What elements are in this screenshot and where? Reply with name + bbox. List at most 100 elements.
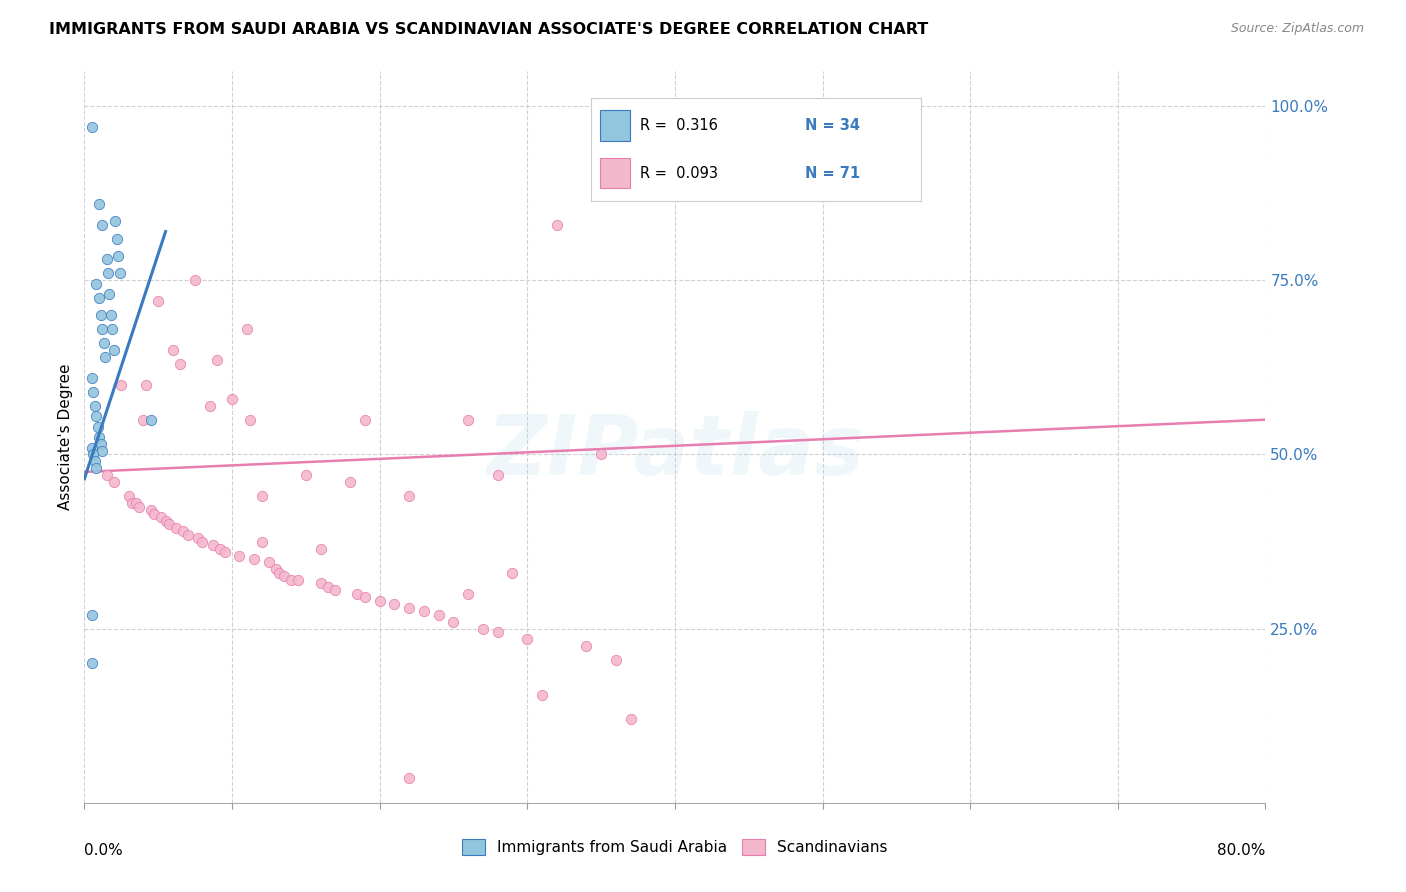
Point <box>280 573 302 587</box>
FancyBboxPatch shape <box>600 111 630 141</box>
Point <box>384 597 406 611</box>
Point <box>82 448 104 462</box>
Point <box>457 412 479 426</box>
Point <box>354 591 377 605</box>
Text: N = 34: N = 34 <box>806 119 860 133</box>
Point <box>104 214 127 228</box>
Point <box>142 507 165 521</box>
Point <box>413 604 436 618</box>
Point <box>91 218 114 232</box>
Point <box>87 196 111 211</box>
Point <box>93 336 115 351</box>
Point <box>201 538 224 552</box>
Point <box>169 357 191 371</box>
Point <box>155 514 177 528</box>
Point <box>243 552 266 566</box>
Text: 0.0%: 0.0% <box>84 843 124 858</box>
Point <box>103 475 125 490</box>
Point <box>91 444 114 458</box>
Point <box>84 461 107 475</box>
Point <box>486 625 509 640</box>
Point <box>80 120 103 134</box>
Point <box>177 527 200 541</box>
Point <box>221 392 243 406</box>
Point <box>172 524 194 538</box>
Point <box>198 399 221 413</box>
Point <box>207 353 229 368</box>
Point <box>94 350 117 364</box>
Point <box>472 622 495 636</box>
Point <box>250 489 273 503</box>
Point <box>82 384 104 399</box>
Point <box>148 294 170 309</box>
Point <box>486 468 509 483</box>
Point <box>546 218 568 232</box>
Text: Source: ZipAtlas.com: Source: ZipAtlas.com <box>1230 22 1364 36</box>
Point <box>90 308 112 322</box>
Text: ZIPatlas: ZIPatlas <box>486 411 863 492</box>
Point <box>90 437 112 451</box>
Y-axis label: Associate's Degree: Associate's Degree <box>58 364 73 510</box>
Point <box>80 441 103 455</box>
Point <box>139 503 162 517</box>
Point <box>398 772 420 786</box>
Point <box>139 412 162 426</box>
Point <box>121 496 143 510</box>
Point <box>354 412 377 426</box>
Point <box>239 412 262 426</box>
Point <box>295 468 318 483</box>
Point <box>96 468 118 483</box>
Point <box>516 632 538 646</box>
Point <box>110 377 132 392</box>
Text: 80.0%: 80.0% <box>1218 843 1265 858</box>
Point <box>86 419 108 434</box>
Point <box>236 322 259 336</box>
Point <box>96 252 118 267</box>
Point <box>84 277 107 291</box>
Legend: Immigrants from Saudi Arabia, Scandinavians: Immigrants from Saudi Arabia, Scandinavi… <box>456 833 894 861</box>
Point <box>309 541 332 556</box>
Point <box>502 566 524 580</box>
Text: IMMIGRANTS FROM SAUDI ARABIA VS SCANDINAVIAN ASSOCIATE'S DEGREE CORRELATION CHAR: IMMIGRANTS FROM SAUDI ARABIA VS SCANDINA… <box>49 22 928 37</box>
Point <box>87 291 111 305</box>
Point <box>98 287 121 301</box>
Point <box>132 412 155 426</box>
Point <box>83 399 105 413</box>
Point <box>443 615 465 629</box>
Point <box>184 273 207 287</box>
Point <box>269 566 291 580</box>
Point <box>214 545 236 559</box>
Point <box>105 231 128 245</box>
Point <box>187 531 209 545</box>
Point <box>191 534 214 549</box>
Point <box>339 475 361 490</box>
Point <box>125 496 148 510</box>
Point <box>575 639 598 653</box>
Point <box>346 587 368 601</box>
Point <box>427 607 450 622</box>
Point <box>309 576 332 591</box>
Point <box>80 371 103 385</box>
Point <box>250 534 273 549</box>
Point <box>165 521 187 535</box>
Point <box>150 510 173 524</box>
Point <box>398 489 420 503</box>
Point <box>591 448 613 462</box>
Point <box>100 308 122 322</box>
Point <box>128 500 150 514</box>
Point <box>398 600 420 615</box>
Point <box>620 712 643 726</box>
Point <box>84 409 107 424</box>
Text: R =  0.316: R = 0.316 <box>640 119 718 133</box>
Point <box>107 249 129 263</box>
FancyBboxPatch shape <box>600 158 630 188</box>
Point <box>273 569 295 583</box>
Point <box>135 377 157 392</box>
Point <box>80 607 103 622</box>
Point <box>368 594 391 608</box>
Point <box>162 343 184 357</box>
Point <box>228 549 250 563</box>
Point <box>457 587 479 601</box>
Point <box>316 580 339 594</box>
Point <box>101 322 124 336</box>
